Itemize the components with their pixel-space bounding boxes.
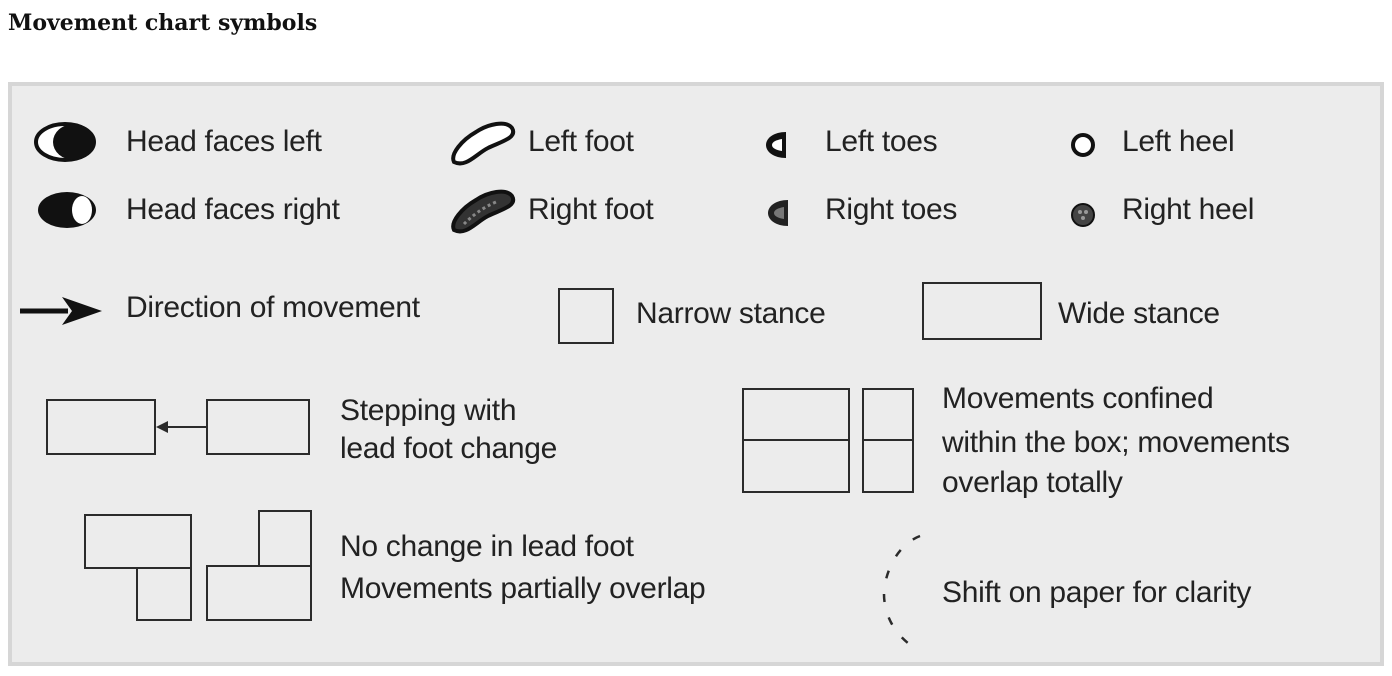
right-heel-icon [1071,203,1095,227]
nochange-box-bottom-left [136,567,192,621]
head-left-icon [34,122,96,162]
right-foot-icon [451,189,516,234]
left-toes-icon [766,132,786,158]
nochange-box-bottom-right [206,565,312,621]
left-heel-icon [1071,133,1095,157]
nochange-box-top-left [84,514,192,569]
left-foot-icon [451,121,516,166]
page-title: Movement chart symbols [8,10,318,36]
wide-stance-box [922,282,1042,340]
direction-arrow-icon [20,297,102,325]
head-faces-left-label: Head faces left [126,125,322,158]
head-right-icon [38,192,96,228]
nochange-label-line2: Movements partially overlap [340,572,706,605]
right-heel-label: Right heel [1122,193,1255,226]
confined-label-line3: overlap totally [942,466,1123,499]
stepping-arrow-icon [156,421,206,433]
left-toes-label: Left toes [825,125,938,158]
nochange-box-top-right [258,510,312,567]
left-foot-label: Left foot [528,125,634,158]
narrow-stance-box [558,288,614,344]
confined-label-line2: within the box; movements [942,426,1290,459]
right-toes-icon [768,200,788,226]
shift-arc-icon [882,534,921,652]
stepping-box-right [206,399,310,455]
stepping-label-line2: lead foot change [340,432,558,465]
confined-divider-wide [742,439,850,441]
narrow-stance-label: Narrow stance [636,297,826,330]
wide-stance-label: Wide stance [1058,297,1220,330]
right-foot-label: Right foot [528,193,654,226]
shift-label: Shift on paper for clarity [942,576,1252,609]
confined-label-line1: Movements confined [942,382,1214,415]
stepping-box-left [46,399,156,455]
right-toes-label: Right toes [825,193,958,226]
stepping-label-line1: Stepping with [340,394,517,427]
confined-divider-narrow [862,439,914,441]
head-faces-right-label: Head faces right [126,193,340,226]
direction-label: Direction of movement [126,291,420,324]
nochange-label-line1: No change in lead foot [340,530,634,563]
legend-panel [8,82,1384,666]
left-heel-label: Left heel [1122,125,1235,158]
